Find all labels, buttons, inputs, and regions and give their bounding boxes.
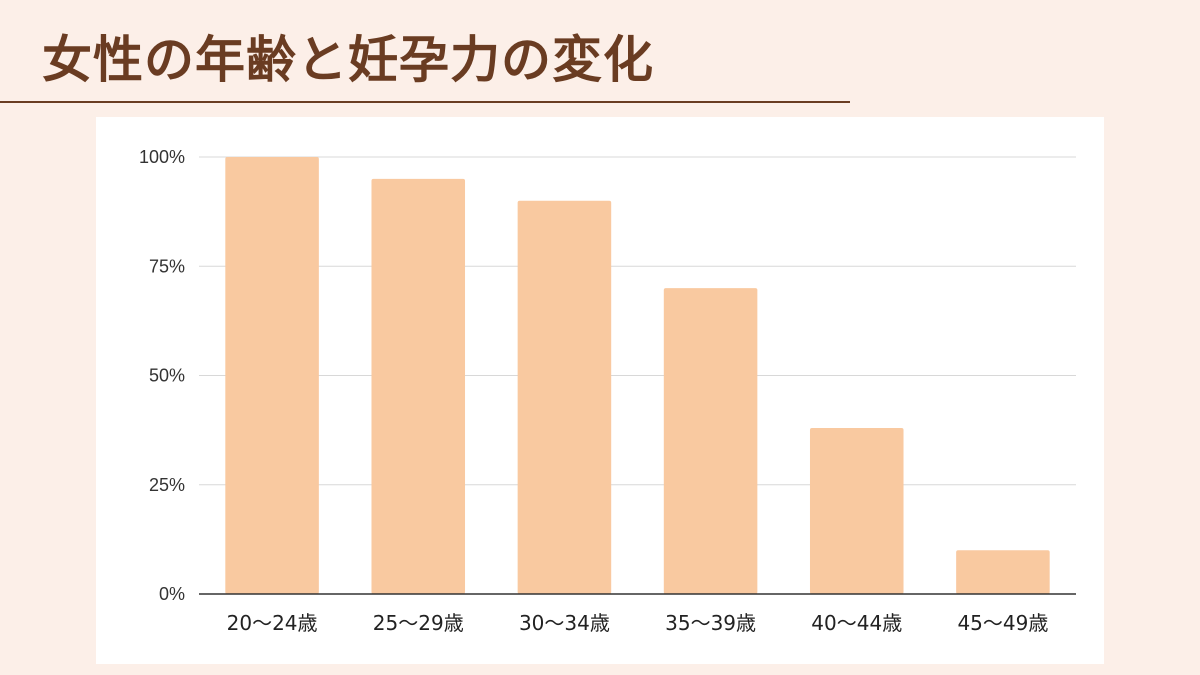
- bar: [663, 288, 758, 594]
- x-tick-label: 25～29歳: [373, 611, 464, 635]
- y-tick-label: 25%: [149, 475, 185, 495]
- y-tick-label: 0%: [159, 584, 185, 604]
- title-underline: [0, 101, 850, 103]
- bar-chart: 0% 25% 50% 75% 100% 20～24歳 25～29歳 30～34歳 35～39歳…: [139, 147, 1076, 635]
- bars: [225, 157, 1050, 594]
- y-tick-label: 75%: [149, 256, 185, 276]
- y-tick-labels: 0% 25% 50% 75% 100%: [139, 147, 185, 604]
- x-tick-label: 45～49歳: [957, 611, 1048, 635]
- x-tick-label: 40～44歳: [811, 611, 902, 635]
- bar: [956, 550, 1050, 594]
- x-tick-label: 20～24歳: [227, 611, 318, 635]
- page-title: 女性の年齢と妊孕力の変化: [42, 31, 654, 89]
- x-tick-labels: 20～24歳 25～29歳 30～34歳 35～39歳 40～44歳 45～49歳: [227, 611, 1049, 635]
- bar: [371, 178, 466, 594]
- x-tick-label: 30～34歳: [519, 611, 610, 635]
- bar: [517, 200, 612, 594]
- x-tick-label: 35～39歳: [665, 611, 756, 635]
- chart-panel: 0% 25% 50% 75% 100% 20～24歳 25～29歳 30～34歳 35～39歳…: [96, 117, 1104, 664]
- bar: [225, 157, 319, 594]
- bar: [809, 427, 904, 594]
- y-tick-label: 50%: [149, 366, 185, 386]
- y-tick-label: 100%: [139, 147, 185, 167]
- grid-lines: [199, 156, 1076, 486]
